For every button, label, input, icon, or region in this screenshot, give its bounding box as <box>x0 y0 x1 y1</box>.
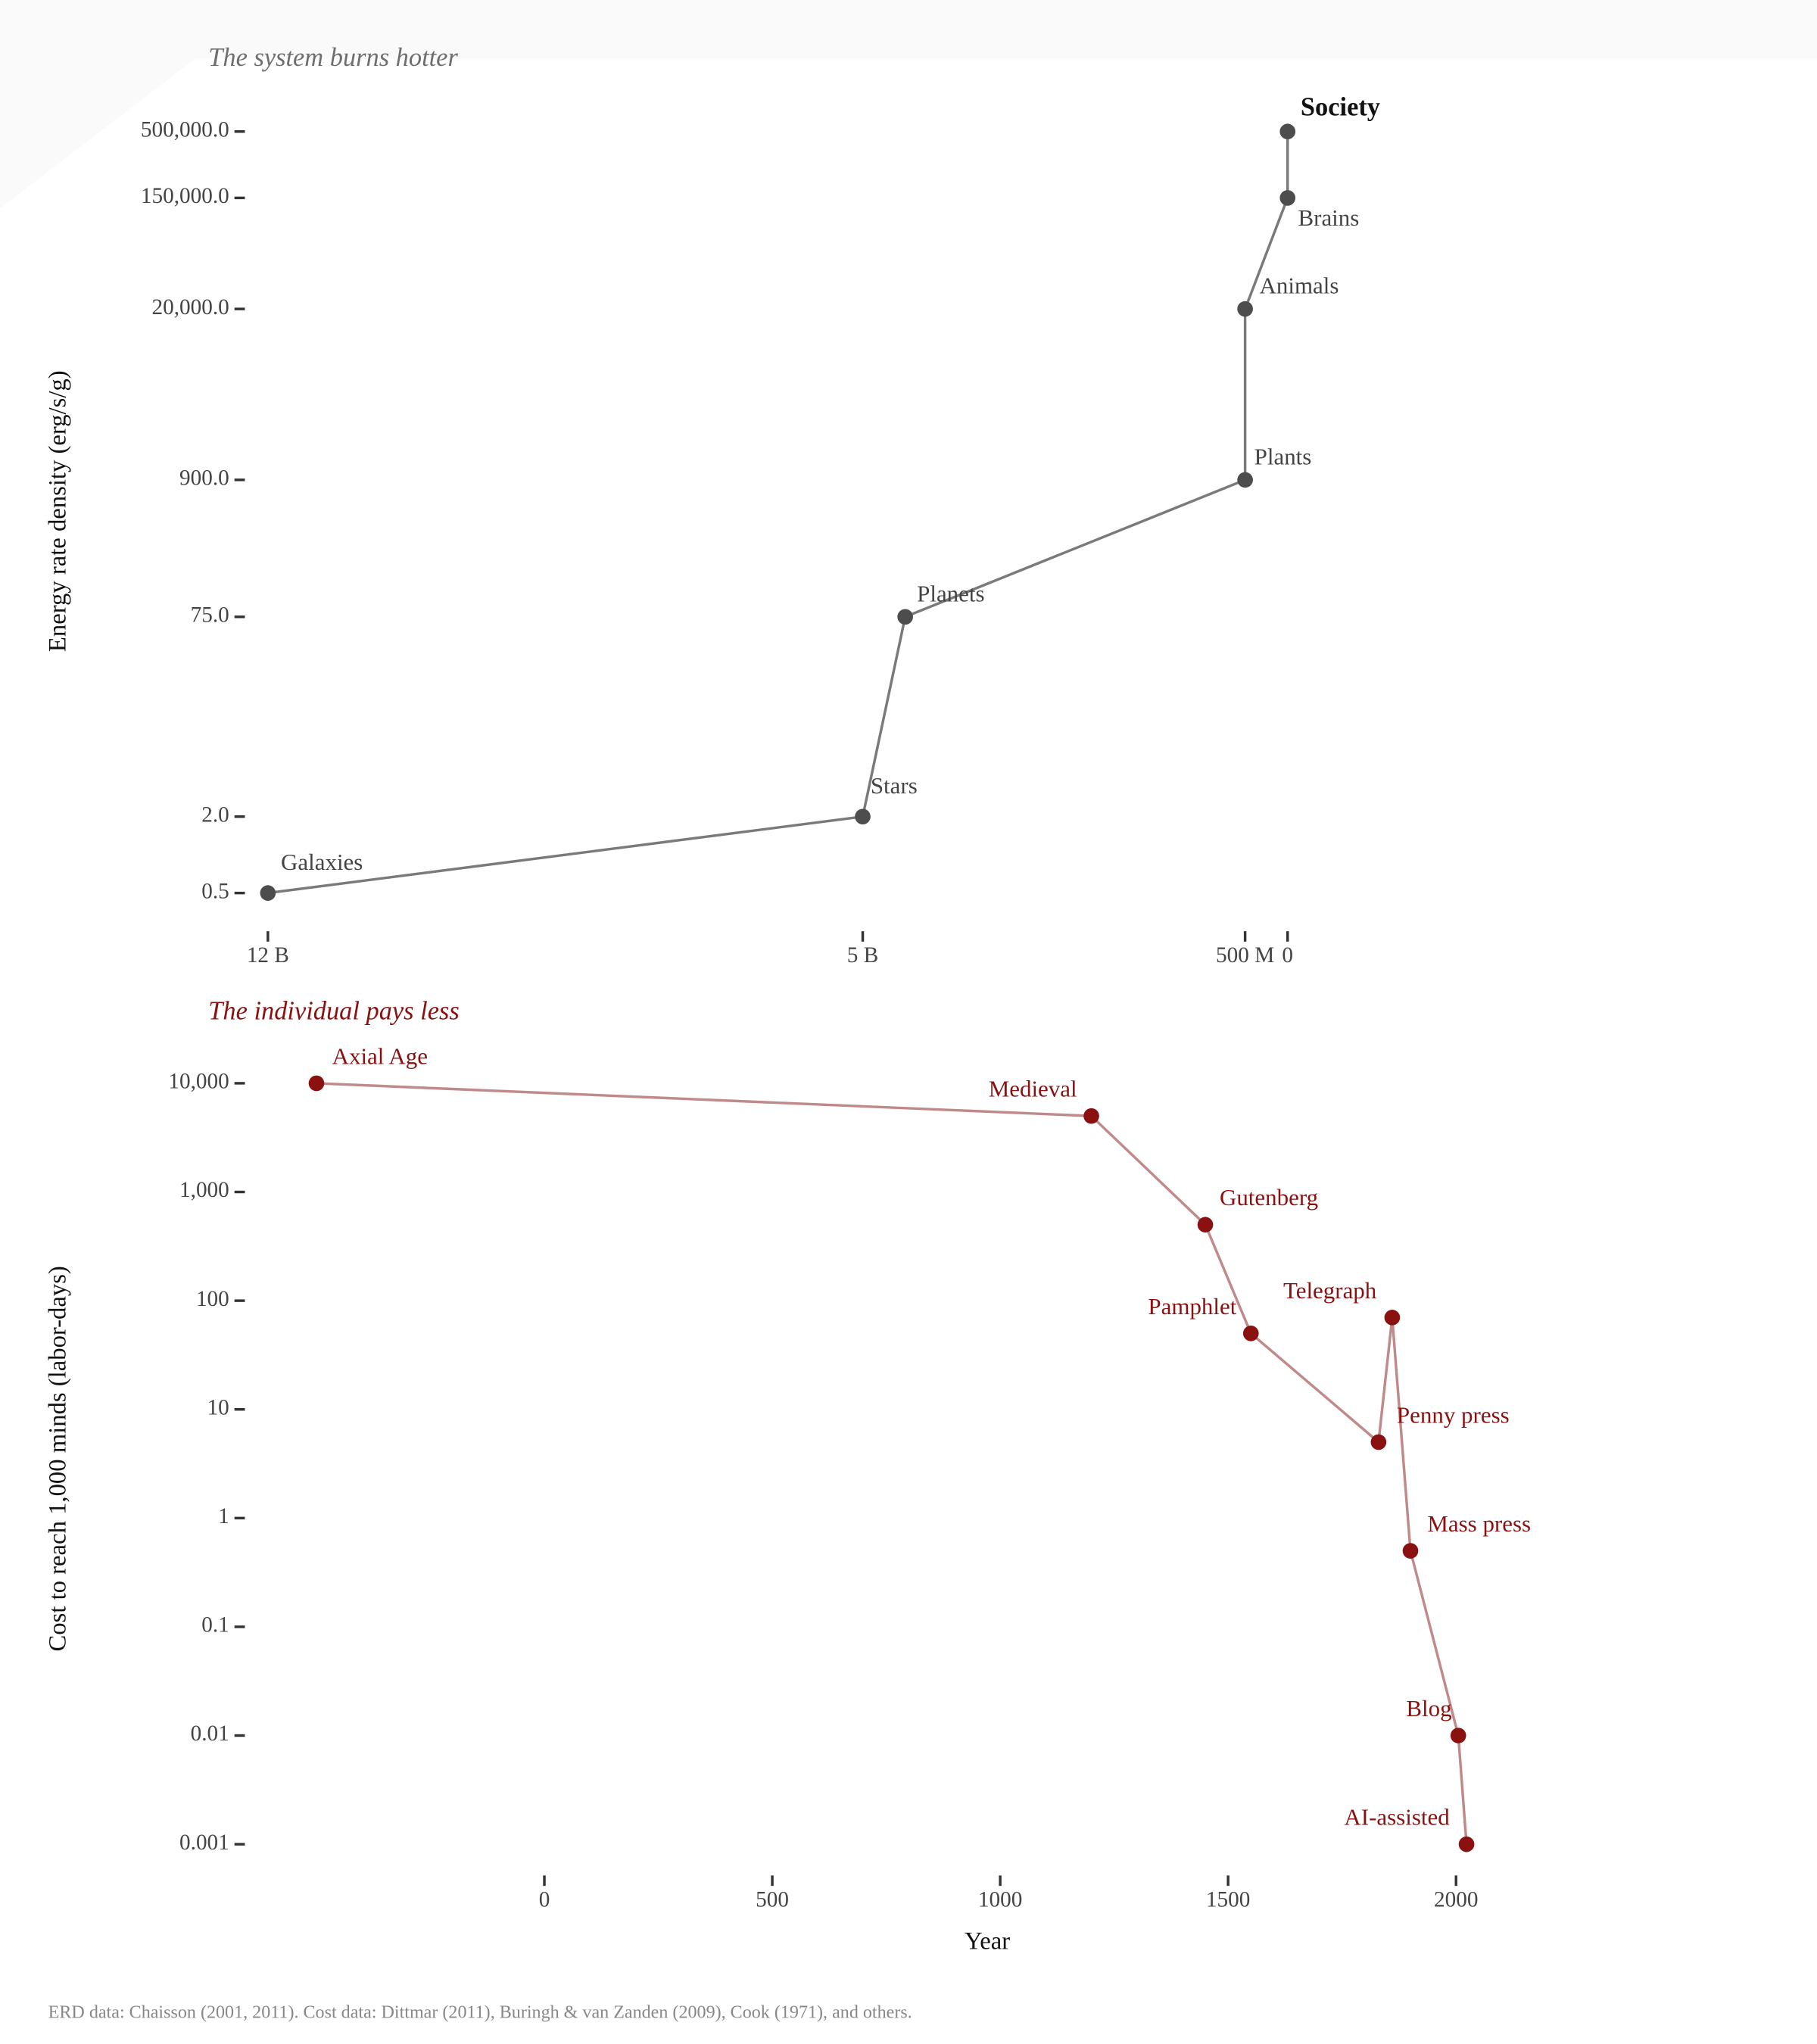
x-tick-label: 0 <box>539 1887 550 1912</box>
point-label: Telegraph <box>1283 1277 1377 1304</box>
y-tick-label: 10,000 <box>168 1070 229 1094</box>
x-tick-label: 12 B <box>247 943 289 967</box>
point-label: Plants <box>1254 443 1312 469</box>
point <box>1197 1217 1214 1233</box>
point <box>897 609 913 625</box>
point-label: Blog <box>1406 1695 1451 1722</box>
point-label: Penny press <box>1397 1401 1510 1428</box>
point <box>1384 1310 1401 1326</box>
x-tick-label: 500 <box>756 1887 789 1912</box>
y-tick-label: 75.0 <box>191 603 229 628</box>
y-tick-label: 1,000 <box>179 1178 229 1202</box>
point <box>1237 301 1253 317</box>
y-tick-label: 0.5 <box>201 879 229 903</box>
point-label: Pamphlet <box>1148 1293 1236 1320</box>
point-label: Mass press <box>1427 1510 1531 1537</box>
point <box>855 809 871 825</box>
y-axis-label: Cost to reach 1,000 minds (labor-days) <box>45 1266 72 1651</box>
y-tick-label: 0.01 <box>191 1722 229 1746</box>
y-axis-label: Energy rate density (erg/s/g) <box>45 370 72 652</box>
point <box>1242 1326 1259 1341</box>
x-tick-label: 1000 <box>978 1887 1022 1912</box>
point <box>1370 1434 1387 1450</box>
point-label: Medieval <box>989 1076 1077 1102</box>
y-tick-label: 10 <box>207 1395 229 1419</box>
y-tick-label: 150,000.0 <box>141 184 229 208</box>
point-label: Axial Age <box>332 1042 428 1069</box>
point-label: Gutenberg <box>1220 1184 1318 1211</box>
y-tick-label: 0.001 <box>179 1831 229 1855</box>
y-tick-label: 500,000.0 <box>141 117 229 142</box>
chart-title: The system burns hotter <box>208 43 458 72</box>
background-corner <box>0 0 196 209</box>
caption: ERD data: Chaisson (2001, 2011). Cost da… <box>48 2002 912 2022</box>
point <box>1450 1728 1466 1743</box>
point-label: Planets <box>917 580 984 606</box>
x-axis-label: Year <box>965 1927 1010 1955</box>
background-band <box>0 0 1817 59</box>
point-label: Stars <box>871 772 918 799</box>
y-tick-label: 900.0 <box>179 466 229 491</box>
y-tick-label: 0.1 <box>201 1613 229 1637</box>
point-label: Animals <box>1260 273 1339 299</box>
x-tick-label: 1500 <box>1206 1887 1250 1912</box>
point <box>1279 123 1296 140</box>
point <box>1237 472 1253 488</box>
x-tick-label: 2000 <box>1434 1887 1478 1912</box>
point-label: Society <box>1301 92 1380 121</box>
point <box>1083 1108 1099 1124</box>
y-tick-label: 2.0 <box>201 802 229 827</box>
point-label: AI-assisted <box>1344 1804 1450 1831</box>
x-tick-label: 500 M <box>1216 943 1274 967</box>
point-label: Brains <box>1298 204 1359 231</box>
point <box>308 1075 325 1092</box>
y-tick-label: 1 <box>218 1504 229 1528</box>
point <box>1279 190 1296 206</box>
point <box>1402 1543 1419 1559</box>
point <box>1458 1836 1475 1852</box>
point <box>260 885 276 901</box>
y-tick-label: 100 <box>196 1287 229 1311</box>
point-label: Galaxies <box>281 849 363 875</box>
x-tick-label: 0 <box>1282 943 1293 967</box>
chart-title: The individual pays less <box>208 996 459 1025</box>
x-tick-label: 5 B <box>847 943 878 967</box>
line <box>267 131 1289 895</box>
y-tick-label: 20,000.0 <box>151 295 229 319</box>
